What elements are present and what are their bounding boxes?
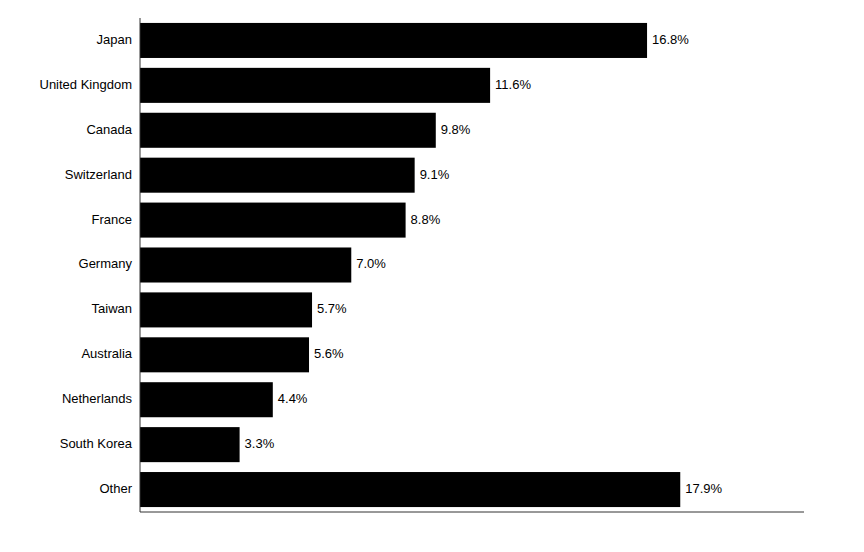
bars [140,23,680,507]
category-label: Germany [79,256,133,271]
data-label: 8.8% [411,212,441,227]
axes [140,18,804,512]
data-label: 9.1% [420,167,450,182]
category-label: United Kingdom [40,77,133,92]
data-label: 11.6% [495,77,531,92]
bar [140,382,273,417]
data-label: 5.6% [314,346,344,361]
category-label: Japan [97,32,132,47]
category-label: Canada [86,122,132,137]
category-label: Switzerland [65,167,132,182]
data-labels: 16.8% 11.6% 9.8% 9.1% 8.8% 7.0% 5.7% 5.6% 4.4% 3.… [245,32,723,496]
data-label: 16.8% [652,32,689,47]
bar [140,203,406,238]
category-labels: Japan United Kingdom Canada Switzerland Fran… [40,32,133,496]
category-label: Netherlands [62,391,133,406]
category-label: Australia [81,346,132,361]
category-label: Other [99,481,132,496]
bar [140,337,309,372]
data-label: 5.7% [317,301,347,316]
bar [140,68,490,103]
bar [140,427,240,462]
bar [140,113,436,148]
bar [140,158,415,193]
bar [140,292,312,327]
y-axis-line [140,18,141,512]
chart-svg: Japan United Kingdom Canada Switzerland Fran… [0,0,864,552]
bar [140,472,680,507]
data-label: 17.9% [685,481,722,496]
bar [140,23,647,58]
data-label: 9.8% [441,122,471,137]
category-label: France [92,212,132,227]
data-label: 4.4% [278,391,308,406]
category-label: South Korea [60,436,133,451]
data-label: 7.0% [356,256,386,271]
x-axis-line [140,512,804,513]
chart-container: Japan United Kingdom Canada Switzerland Fran… [0,0,864,552]
bar [140,247,351,282]
category-label: Taiwan [92,301,132,316]
data-label: 3.3% [245,436,275,451]
